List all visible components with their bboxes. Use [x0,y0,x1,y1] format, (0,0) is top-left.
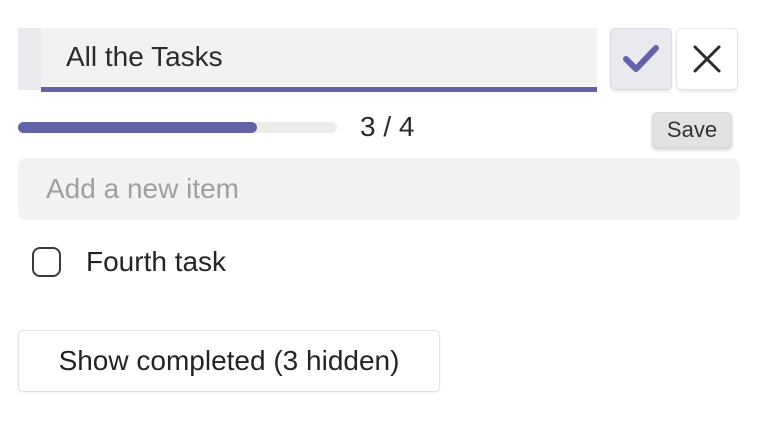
task-row: Fourth task [32,244,226,280]
checkmark-icon [622,44,660,74]
confirm-title-button[interactable] [610,28,672,90]
list-title-input[interactable] [41,28,597,92]
progress-bar-fill [18,122,258,133]
progress-count-label: 3 / 4 [360,111,415,142]
progress-bar [18,122,337,133]
drag-handle[interactable] [18,28,41,90]
show-completed-button[interactable]: Show completed (3 hidden) [18,330,440,392]
cancel-title-button[interactable] [676,28,738,90]
task-checkbox[interactable] [32,247,61,277]
task-label: Fourth task [86,246,227,277]
add-item-input[interactable] [18,158,740,220]
close-icon [693,44,721,74]
save-button[interactable]: Save [652,112,732,148]
